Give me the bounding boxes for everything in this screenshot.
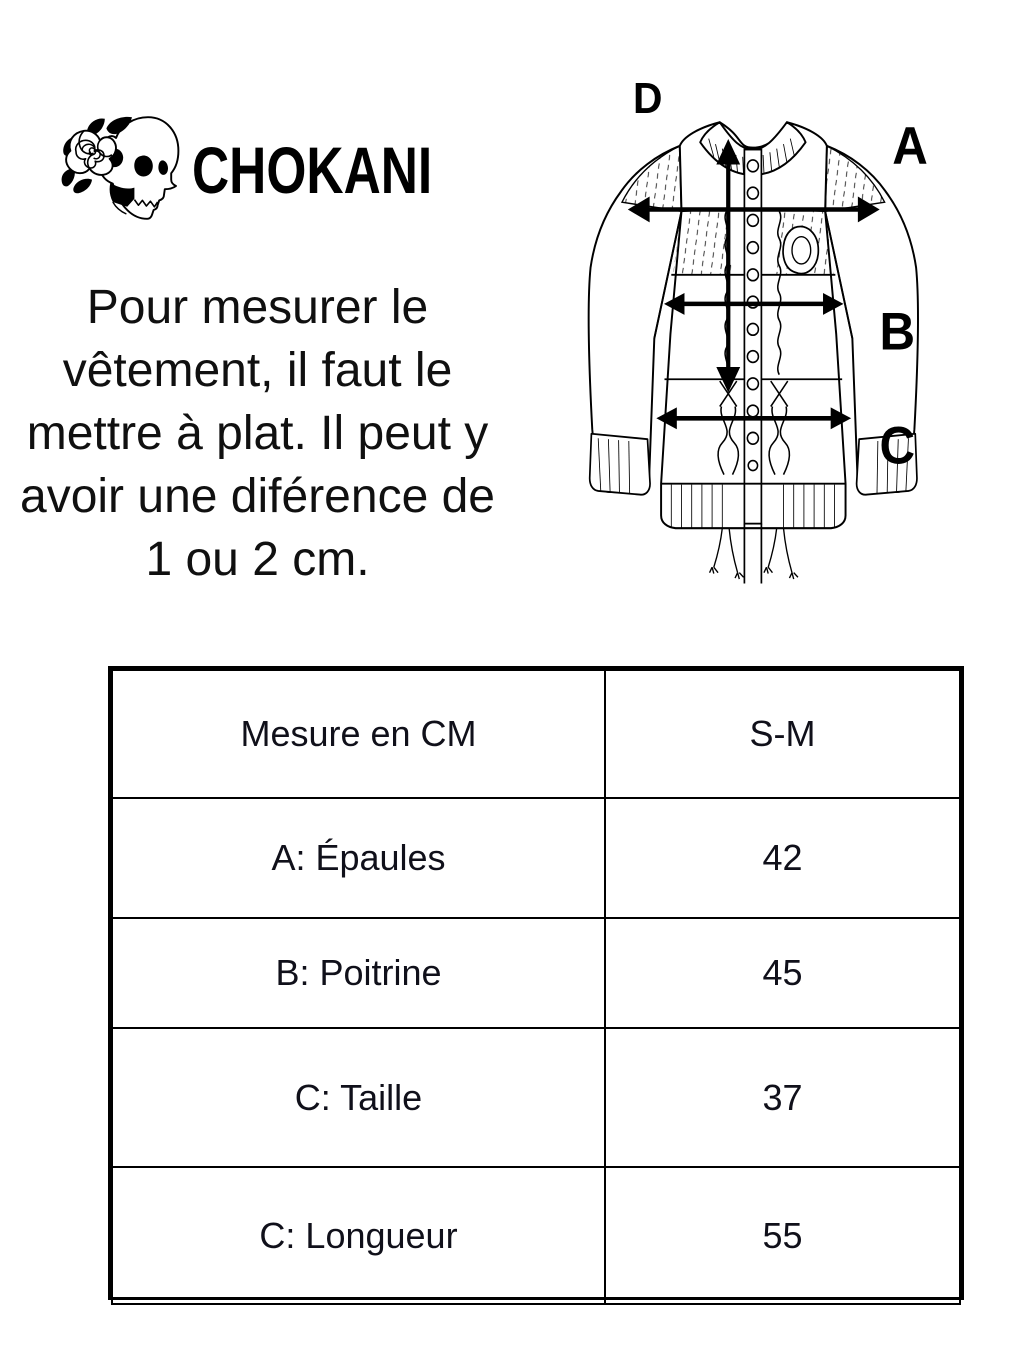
svg-text:D: D	[633, 74, 662, 123]
svg-text:B: B	[880, 302, 916, 361]
svg-text:C: C	[880, 416, 916, 475]
svg-text:A: A	[892, 117, 928, 176]
